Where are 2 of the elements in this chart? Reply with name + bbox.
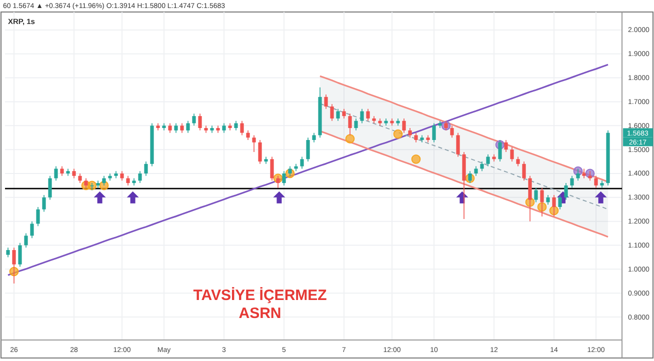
annotation: ASRN bbox=[238, 305, 282, 322]
annotation: TAVSİYE İÇERMEZ bbox=[193, 287, 327, 304]
